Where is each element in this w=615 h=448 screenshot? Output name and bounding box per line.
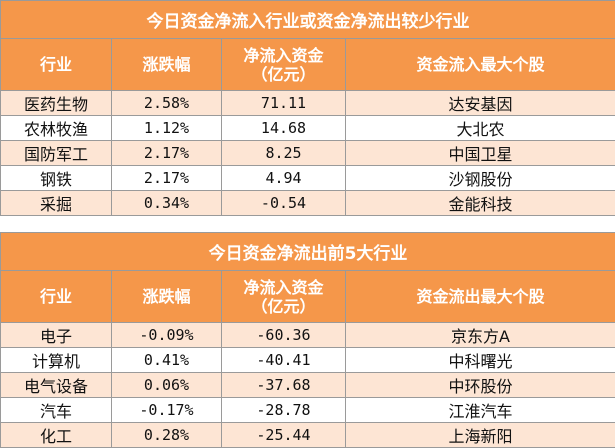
top-stock-cell: 达安基因 (346, 91, 615, 116)
table-row: 采掘 0.34% -0.54 金能科技 (1, 191, 615, 216)
column-header-industry: 行业 (1, 271, 112, 323)
industry-cell: 计算机 (1, 348, 112, 373)
net-outflow-table: 今日资金净流出前5大行业 行业 涨跌幅 净流入资金 （亿元） 资金流出最大个股 … (0, 232, 615, 448)
column-header-change: 涨跌幅 (112, 39, 222, 91)
industry-cell: 汽车 (1, 398, 112, 423)
net-inflow-cell: -0.54 (222, 191, 346, 216)
top-stock-cell: 沙钢股份 (346, 166, 615, 191)
table-row: 国防军工 2.17% 8.25 中国卫星 (1, 141, 615, 166)
top-stock-cell: 江淮汽车 (346, 398, 615, 423)
column-header-change: 涨跌幅 (112, 271, 222, 323)
table-row: 汽车 -0.17% -28.78 江淮汽车 (1, 398, 615, 423)
industry-cell: 电气设备 (1, 373, 112, 398)
industry-cell: 电子 (1, 323, 112, 348)
change-cell: 2.58% (112, 91, 222, 116)
net-inflow-cell: -60.36 (222, 323, 346, 348)
net-inflow-header-text: 净流入资金 （亿元） (243, 278, 323, 316)
top-stock-cell: 大北农 (346, 116, 615, 141)
net-inflow-cell: -28.78 (222, 398, 346, 423)
net-inflow-cell: 8.25 (222, 141, 346, 166)
net-inflow-header-text: 净流入资金 （亿元） (243, 46, 323, 84)
change-cell: -0.09% (112, 323, 222, 348)
net-inflow-cell: -40.41 (222, 348, 346, 373)
net-inflow-table: 今日资金净流入行业或资金净流出较少行业 行业 涨跌幅 净流入资金 （亿元） 资金… (0, 0, 615, 216)
net-inflow-cell: -37.68 (222, 373, 346, 398)
net-inflow-cell: 4.94 (222, 166, 346, 191)
top-stock-cell: 京东方A (346, 323, 615, 348)
change-cell: 2.17% (112, 141, 222, 166)
column-header-top-stock: 资金流出最大个股 (346, 271, 615, 323)
net-inflow-cell: 14.68 (222, 116, 346, 141)
change-cell: 0.41% (112, 348, 222, 373)
table-title: 今日资金净流出前5大行业 (1, 233, 615, 271)
table-spacer (0, 216, 615, 232)
table-row: 电子 -0.09% -60.36 京东方A (1, 323, 615, 348)
industry-cell: 医药生物 (1, 91, 112, 116)
table-row: 电气设备 0.06% -37.68 中环股份 (1, 373, 615, 398)
net-inflow-cell: 71.11 (222, 91, 346, 116)
column-header-net-inflow: 净流入资金 （亿元） (222, 39, 346, 91)
top-stock-cell: 金能科技 (346, 191, 615, 216)
industry-cell: 钢铁 (1, 166, 112, 191)
column-header-top-stock: 资金流入最大个股 (346, 39, 615, 91)
top-stock-cell: 中科曙光 (346, 348, 615, 373)
industry-cell: 国防军工 (1, 141, 112, 166)
change-cell: 0.06% (112, 373, 222, 398)
change-cell: 1.12% (112, 116, 222, 141)
top-stock-cell: 中环股份 (346, 373, 615, 398)
table-row: 农林牧渔 1.12% 14.68 大北农 (1, 116, 615, 141)
top-stock-cell: 中国卫星 (346, 141, 615, 166)
table-row: 钢铁 2.17% 4.94 沙钢股份 (1, 166, 615, 191)
table-row: 计算机 0.41% -40.41 中科曙光 (1, 348, 615, 373)
table-row: 医药生物 2.58% 71.11 达安基因 (1, 91, 615, 116)
change-cell: 2.17% (112, 166, 222, 191)
industry-cell: 采掘 (1, 191, 112, 216)
column-header-industry: 行业 (1, 39, 112, 91)
table-title: 今日资金净流入行业或资金净流出较少行业 (1, 1, 615, 39)
column-header-net-inflow: 净流入资金 （亿元） (222, 271, 346, 323)
change-cell: -0.17% (112, 398, 222, 423)
change-cell: 0.34% (112, 191, 222, 216)
industry-cell: 农林牧渔 (1, 116, 112, 141)
